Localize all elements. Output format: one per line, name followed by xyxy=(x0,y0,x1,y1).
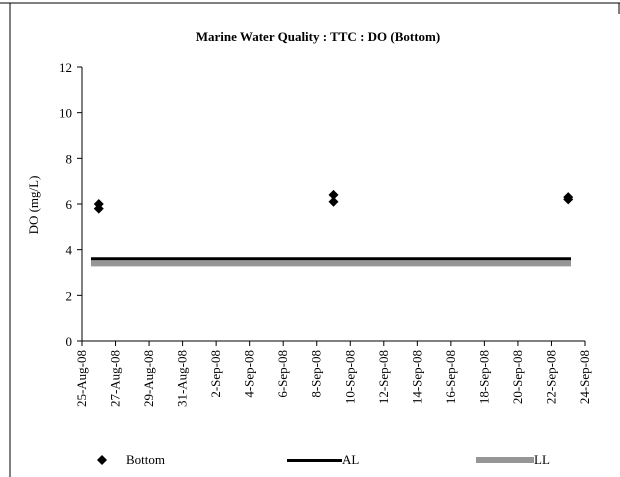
legend-swatch-al xyxy=(287,458,342,462)
x-tick-label: 2-Sep-08 xyxy=(208,350,223,398)
x-tick-label: 25-Aug-08 xyxy=(74,350,89,407)
legend-swatch-ll xyxy=(476,457,534,463)
y-tick-label: 0 xyxy=(66,334,73,349)
x-tick-label: 22-Sep-08 xyxy=(543,350,558,404)
y-tick-label: 4 xyxy=(66,243,73,258)
x-tick-label: 4-Sep-08 xyxy=(242,350,257,398)
legend-label-ll: LL xyxy=(534,452,550,467)
x-tick-label: 12-Sep-08 xyxy=(376,350,391,404)
y-axis-label: DO (mg/L) xyxy=(26,176,41,235)
x-tick-label: 20-Sep-08 xyxy=(510,350,525,404)
y-tick-label: 10 xyxy=(59,106,72,121)
x-tick-label: 27-Aug-08 xyxy=(108,350,123,407)
chart-title: Marine Water Quality : TTC : DO (Bottom) xyxy=(196,29,440,44)
legend-label-bottom: Bottom xyxy=(126,452,166,467)
y-tick-label: 12 xyxy=(59,60,72,75)
data-point xyxy=(328,196,339,207)
diamond-marker-icon xyxy=(97,455,107,465)
plot-area: 0 2 4 6 8 10 12 25-Aug-08 27-Aug-08 29-Aug-08 31-A… xyxy=(59,60,592,407)
y-tick-label: 6 xyxy=(66,197,73,212)
x-tick-label: 31-Aug-08 xyxy=(175,350,190,407)
data-point xyxy=(563,192,574,203)
data-point xyxy=(328,189,339,200)
x-tick-label: 10-Sep-08 xyxy=(342,350,357,404)
data-point xyxy=(93,199,104,209)
x-tick-label: 29-Aug-08 xyxy=(141,350,156,407)
y-tick-label: 2 xyxy=(66,288,73,303)
y-tick-label: 8 xyxy=(66,151,73,166)
legend-item-al: AL xyxy=(287,450,359,470)
x-tick-label: 16-Sep-08 xyxy=(443,350,458,404)
legend-label-al: AL xyxy=(342,452,360,467)
x-tick-label: 24-Sep-08 xyxy=(577,350,592,404)
x-tick-label: 14-Sep-08 xyxy=(409,350,424,404)
x-tick-label: 8-Sep-08 xyxy=(309,350,324,398)
legend-item-bottom: Bottom xyxy=(95,450,165,470)
x-tick-label: 6-Sep-08 xyxy=(275,350,290,398)
legend-item-ll: LL xyxy=(476,450,550,470)
x-tick-label: 18-Sep-08 xyxy=(476,350,491,404)
